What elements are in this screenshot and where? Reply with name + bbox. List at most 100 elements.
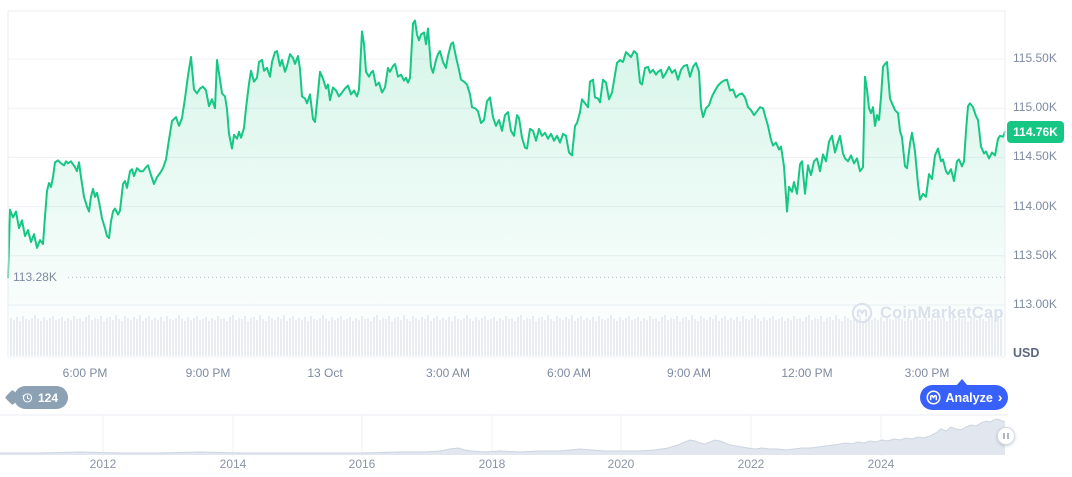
volume-bar: [658, 321, 660, 356]
volume-bar: [694, 319, 696, 356]
volume-bar: [163, 321, 165, 356]
volume-bar: [322, 315, 324, 356]
line-path: [7, 19, 1006, 279]
volume-bar: [94, 318, 96, 356]
volume-bar: [790, 320, 792, 356]
volume-bar: [964, 316, 966, 356]
volume-bar: [250, 318, 252, 356]
y-axis-label: 114.00K: [1013, 199, 1057, 213]
history-count-badge[interactable]: 124: [14, 386, 69, 409]
volume-bar: [349, 317, 351, 356]
x-axis-label: 6:00 PM: [62, 366, 108, 380]
x-axis-label: 12:00 PM: [781, 366, 833, 380]
volume-bar: [778, 319, 780, 356]
volume-bar: [691, 315, 693, 356]
volume-bar: [820, 316, 822, 356]
volume-bar: [112, 320, 114, 356]
volume-bar: [829, 317, 831, 356]
volume-bar: [10, 318, 12, 356]
volume-bar: [631, 320, 633, 356]
coinmarketcap-badge-icon: [926, 390, 941, 405]
volume-bar: [496, 321, 498, 356]
volume-bar: [418, 320, 420, 356]
volume-bar: [367, 318, 369, 356]
volume-bar: [553, 321, 555, 356]
volume-bar: [604, 320, 606, 356]
volume-bar: [403, 315, 405, 356]
volume-bar: [103, 321, 105, 356]
volume-bar: [940, 319, 942, 356]
volume-bar: [832, 320, 834, 356]
volume-bar: [934, 320, 936, 356]
volume-bar: [517, 317, 519, 356]
volume-bar: [454, 316, 456, 356]
volume-bar: [310, 316, 312, 356]
volume-bar: [946, 321, 948, 356]
analyze-button[interactable]: Analyze ›: [920, 385, 1008, 410]
volume-bar: [916, 316, 918, 356]
volume-bar: [16, 317, 18, 356]
volume-bar: [436, 316, 438, 356]
volume-bar: [205, 317, 207, 356]
volume-bar: [364, 319, 366, 356]
volume-bar: [682, 318, 684, 356]
volume-bar: [652, 319, 654, 356]
navigator-resize-handle[interactable]: [997, 427, 1015, 445]
volume-bar: [685, 317, 687, 356]
volume-bar: [523, 320, 525, 356]
volume-bar: [283, 315, 285, 356]
chevron-right-icon: ›: [997, 388, 1003, 405]
volume-bar: [880, 317, 882, 356]
volume-bar: [160, 317, 162, 356]
volume-bar: [439, 320, 441, 356]
y-axis-label: 115.50K: [1013, 51, 1057, 65]
volume-bar: [808, 315, 810, 356]
volume-bar: [343, 320, 345, 356]
volume-bar: [184, 321, 186, 356]
volume-bar: [139, 315, 141, 356]
x-axis-label: 3:00 PM: [904, 366, 950, 380]
volume-bar: [34, 315, 36, 356]
volume-bar: [307, 321, 309, 356]
volume-bar: [841, 321, 843, 356]
volume-bar: [232, 315, 234, 356]
volume-bar: [337, 318, 339, 356]
volume-bar: [262, 319, 264, 356]
volume-bar: [91, 320, 93, 356]
current-price-badge: 114.76K: [1007, 121, 1064, 143]
volume-bar: [898, 315, 900, 356]
volume-bar: [577, 318, 579, 356]
navigator-minimap[interactable]: [0, 414, 1008, 456]
volume-bar: [748, 320, 750, 356]
volume-bar: [514, 321, 516, 356]
volume-bar: [562, 320, 564, 356]
volume-bar: [943, 318, 945, 356]
nav-year-label: 2020: [607, 457, 635, 471]
volume-bar: [331, 317, 333, 356]
volume-bar: [28, 320, 30, 356]
volume-bar: [532, 316, 534, 356]
x-axis-label: 3:00 AM: [425, 366, 471, 380]
volume-bar: [382, 318, 384, 356]
volume-bar: [859, 315, 861, 356]
volume-bar: [166, 316, 168, 356]
volume-bar: [580, 316, 582, 356]
volume-bar: [274, 320, 276, 356]
price-line: [7, 19, 1006, 279]
volume-bar: [787, 318, 789, 356]
nav-year-label: 2022: [737, 457, 765, 471]
volume-bar: [460, 320, 462, 356]
navigator-area: [0, 419, 1005, 455]
volume-bar: [511, 318, 513, 356]
volume-bar: [862, 321, 864, 356]
volume-bar: [802, 321, 804, 356]
volume-bar: [793, 316, 795, 356]
volume-bar: [919, 320, 921, 356]
volume-bar: [721, 318, 723, 356]
volume-bar: [928, 321, 930, 356]
volume-bar: [31, 318, 33, 356]
volume-bar: [106, 318, 108, 356]
volume-bar: [679, 321, 681, 356]
volume-bar: [100, 316, 102, 356]
